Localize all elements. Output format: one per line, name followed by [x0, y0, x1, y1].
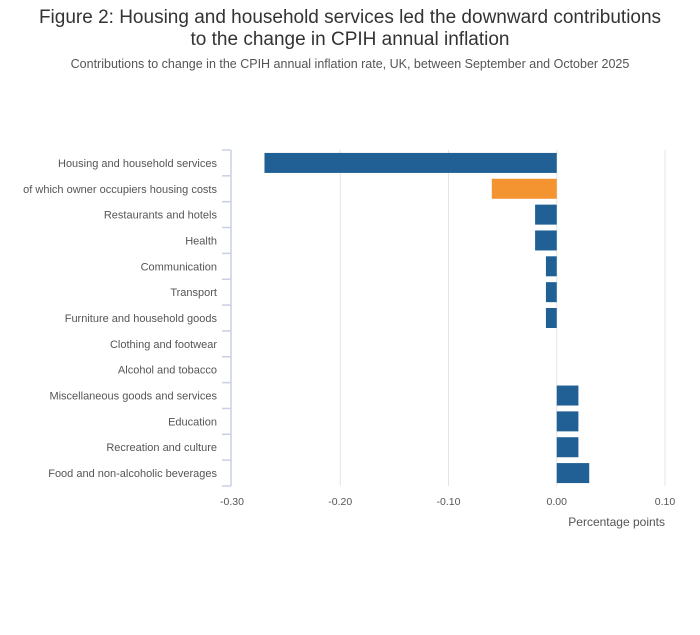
bar	[556, 437, 579, 458]
title-line-1: Figure 2: Housing and household services…	[38, 7, 662, 28]
bar	[545, 256, 557, 277]
y-category-label: Communication	[141, 261, 217, 273]
x-tick-label: -0.20	[328, 496, 352, 508]
title-line-2: to the change in CPIH annual inflation	[190, 29, 510, 50]
x-tick-label: -0.30	[220, 496, 244, 508]
chart-title: Figure 2: Housing and household services…	[0, 7, 700, 51]
y-category-label: of which owner occupiers housing costs	[23, 184, 217, 196]
chart-subtitle: Contributions to change in the CPIH annu…	[70, 57, 630, 71]
bar	[545, 308, 557, 328]
x-tick-label: 0.10	[655, 496, 676, 508]
bar	[491, 178, 557, 199]
y-category-label: Restaurants and hotels	[104, 210, 218, 222]
y-category-label: Alcohol and tobacco	[118, 365, 217, 377]
bar	[545, 282, 557, 303]
bar	[556, 385, 579, 406]
y-category-label: Housing and household services	[58, 158, 217, 170]
y-category-label: Health	[185, 235, 217, 247]
y-category-label: Clothing and footwear	[110, 339, 217, 351]
y-category-label: Recreation and culture	[106, 442, 217, 454]
x-tick-label: -0.10	[437, 496, 461, 508]
bar	[556, 463, 590, 484]
x-tick-label: 0.00	[547, 496, 568, 508]
x-axis-title: Percentage points	[568, 515, 665, 529]
bar	[264, 152, 557, 173]
y-category-label: Miscellaneous goods and services	[49, 391, 217, 403]
y-category-label: Education	[168, 416, 217, 428]
y-category-label: Transport	[170, 287, 217, 299]
y-category-label: Food and non-alcoholic beverages	[48, 468, 217, 480]
bar	[556, 411, 579, 432]
bar	[535, 230, 557, 251]
bar	[535, 204, 557, 225]
y-category-label: Furniture and household goods	[65, 313, 218, 325]
